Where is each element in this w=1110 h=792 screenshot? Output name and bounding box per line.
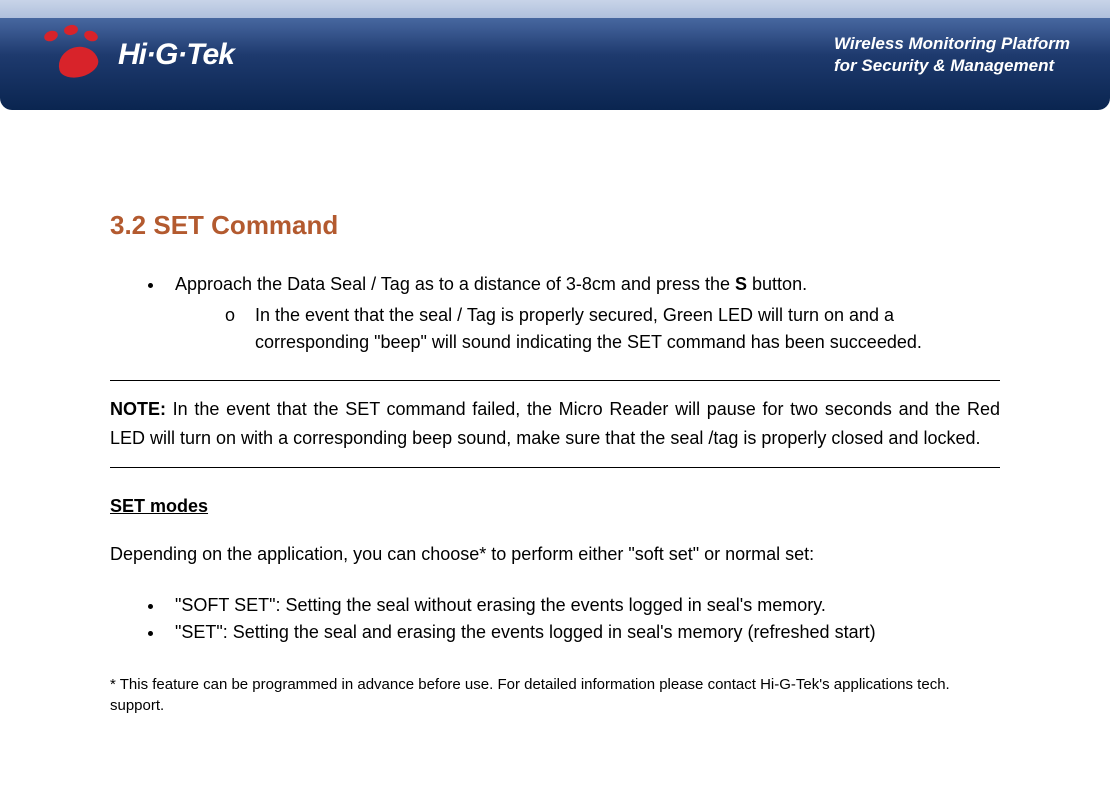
logo-area: Hi·G·Tek — [40, 25, 234, 85]
intro-text: Depending on the application, you can ch… — [110, 541, 1000, 568]
content-area: 3.2 SET Command Approach the Data Seal /… — [0, 110, 1110, 756]
note-text: In the event that the SET command failed… — [110, 399, 1000, 448]
bullet-text-prefix: Approach the Data Seal / Tag as to a dis… — [175, 274, 735, 294]
logo-icon — [40, 25, 110, 85]
sub-instruction-list: In the event that the seal / Tag is prop… — [175, 302, 1000, 356]
header-banner: Hi·G·Tek Wireless Monitoring Platform fo… — [0, 0, 1110, 110]
header-tagline: Wireless Monitoring Platform for Securit… — [834, 33, 1070, 77]
mode-item-set: "SET": Setting the seal and erasing the … — [165, 619, 1000, 646]
bullet-text-bold: S — [735, 274, 747, 294]
bullet-text-suffix: button. — [747, 274, 807, 294]
mode-item-soft-set: "SOFT SET": Setting the seal without era… — [165, 592, 1000, 619]
note-label: NOTE: — [110, 399, 166, 419]
instruction-list: Approach the Data Seal / Tag as to a dis… — [110, 271, 1000, 356]
tagline-line1: Wireless Monitoring Platform — [834, 33, 1070, 55]
logo-text: Hi·G·Tek — [118, 38, 234, 72]
footnote: * This feature can be programmed in adva… — [110, 674, 1000, 716]
section-heading: 3.2 SET Command — [110, 210, 1000, 241]
tagline-line2: for Security & Management — [834, 55, 1070, 77]
sub-instruction-item: In the event that the seal / Tag is prop… — [225, 302, 1000, 356]
instruction-item: Approach the Data Seal / Tag as to a dis… — [165, 271, 1000, 356]
set-modes-heading: SET modes — [110, 496, 1000, 517]
note-box: NOTE: In the event that the SET command … — [110, 380, 1000, 468]
modes-list: "SOFT SET": Setting the seal without era… — [110, 592, 1000, 646]
